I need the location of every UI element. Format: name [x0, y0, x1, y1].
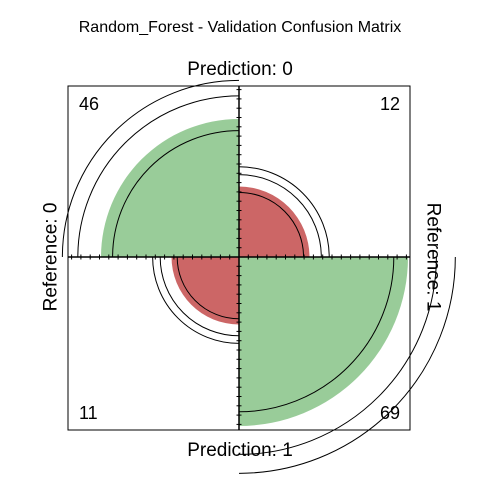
ring-outer-pred1-ref0	[152, 256, 240, 344]
ring-inner-pred1-ref1	[238, 256, 395, 413]
wedge-pred0-ref0	[101, 119, 239, 258]
ring-outer-pred0-ref0	[61, 79, 240, 258]
count-label-pred1-ref1: 69	[380, 403, 400, 423]
wedge-pred1-ref1	[239, 257, 408, 426]
prediction-0-label: Prediction: 0	[187, 59, 293, 80]
ring-mid-pred1-ref1	[238, 256, 437, 455]
ring-outer-pred0-ref1	[238, 166, 330, 258]
count-label-pred0-ref0: 46	[79, 94, 99, 114]
ring-outer-pred1-ref1	[238, 256, 456, 474]
count-label-pred1-ref0: 11	[79, 403, 98, 423]
wedge-pred1-ref0	[171, 257, 239, 325]
prediction-1-label: Prediction: 1	[187, 440, 293, 461]
ring-inner-pred0-ref0	[112, 130, 240, 258]
ring-inner-pred0-ref1	[238, 191, 305, 258]
chart-title: Random_Forest - Validation Confusion Mat…	[78, 19, 402, 36]
count-label-pred0-ref1: 12	[380, 94, 400, 114]
wedge-pred0-ref1	[239, 186, 310, 257]
ring-inner-pred1-ref0	[176, 256, 240, 320]
ring-mid-pred0-ref0	[77, 95, 240, 258]
ring-mid-pred0-ref1	[238, 174, 322, 258]
ring-mid-pred1-ref0	[159, 256, 240, 337]
